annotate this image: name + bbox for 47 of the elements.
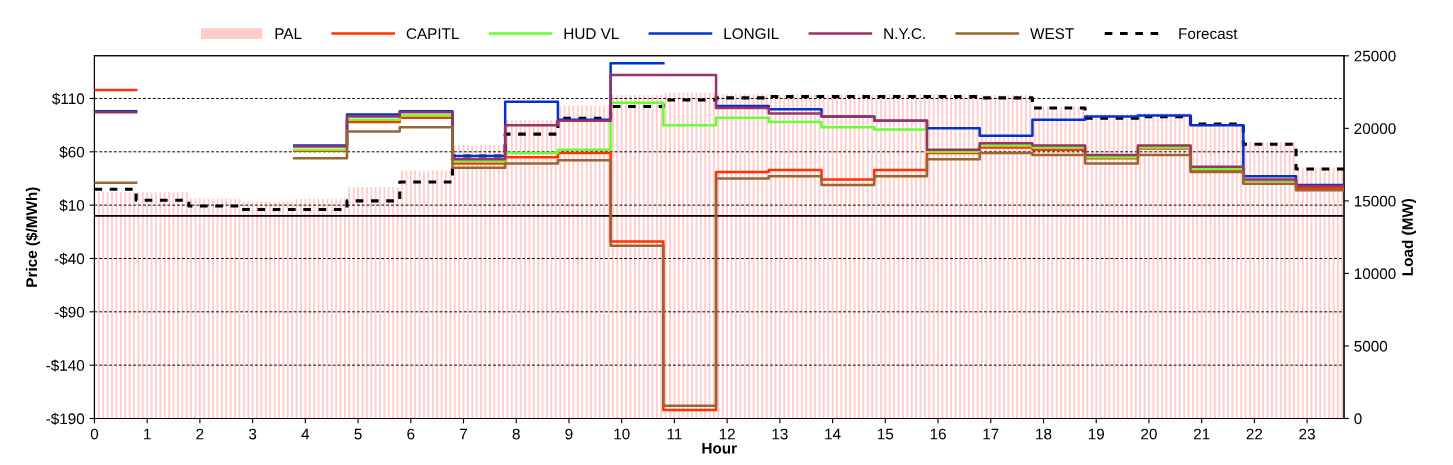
y2-tick-label: 20000 (1354, 123, 1396, 135)
x-tick-label: 18 (1036, 428, 1052, 440)
x-tick-label: 1 (144, 428, 151, 440)
y2-axis-title: Load (MW) (1401, 198, 1417, 276)
x-tick-label: 6 (407, 428, 415, 440)
y2-tick-label: 25000 (1354, 50, 1396, 62)
x-tick-label: 12 (719, 428, 735, 440)
x-tick-label: 15 (877, 428, 894, 440)
x-tick-label: 0 (90, 428, 99, 440)
legend-label: N.Y.C. (884, 28, 925, 40)
x-tick-label: 21 (1193, 428, 1210, 440)
x-tick-label: 19 (1088, 428, 1104, 440)
legend-label: Forecast (1179, 28, 1238, 40)
x-tick-label: 4 (301, 428, 310, 440)
y2-tick-label: 5000 (1354, 340, 1388, 352)
x-tick-label: 9 (565, 428, 573, 440)
legend-label: LONGIL (724, 28, 779, 40)
x-tick-label: 10 (614, 428, 630, 440)
y2-tick-label: 15000 (1354, 195, 1396, 207)
x-tick-label: 14 (825, 428, 841, 440)
legend-label: PAL (275, 28, 302, 39)
legend-label: WEST (1030, 28, 1074, 40)
y-tick-label: $10 (59, 199, 85, 212)
x-tick-label: 22 (1246, 428, 1263, 440)
x-tick-label: 11 (667, 428, 682, 440)
x-tick-label: 5 (354, 428, 362, 440)
x-tick-label: 3 (248, 428, 257, 440)
y-tick-label: -$190 (46, 412, 85, 426)
x-tick-label: 20 (1141, 428, 1157, 440)
x-tick-label: 2 (196, 428, 204, 440)
x-tick-label: 23 (1299, 428, 1315, 440)
y-tick-label: -$90 (54, 306, 85, 319)
y-tick-label: $110 (52, 92, 85, 106)
y-tick-label: -$40 (54, 252, 85, 266)
x-tick-label: 7 (460, 428, 467, 440)
x-tick-label: 17 (983, 428, 999, 440)
x-tick-label: 16 (930, 428, 946, 440)
x-axis-title: Hour (702, 443, 737, 454)
y-axis-title: Price ($/MWh) (25, 187, 41, 287)
legend-label: CAPITL (406, 28, 459, 40)
legend-label: HUD VL (564, 28, 619, 40)
x-tick-label: 8 (512, 428, 520, 440)
y-tick-label: -$140 (46, 359, 85, 372)
x-tick-label: 13 (772, 428, 788, 440)
y2-tick-label: 0 (1354, 413, 1362, 425)
y2-tick-label: 10000 (1354, 268, 1396, 280)
y-tick-label: $60 (59, 146, 85, 159)
